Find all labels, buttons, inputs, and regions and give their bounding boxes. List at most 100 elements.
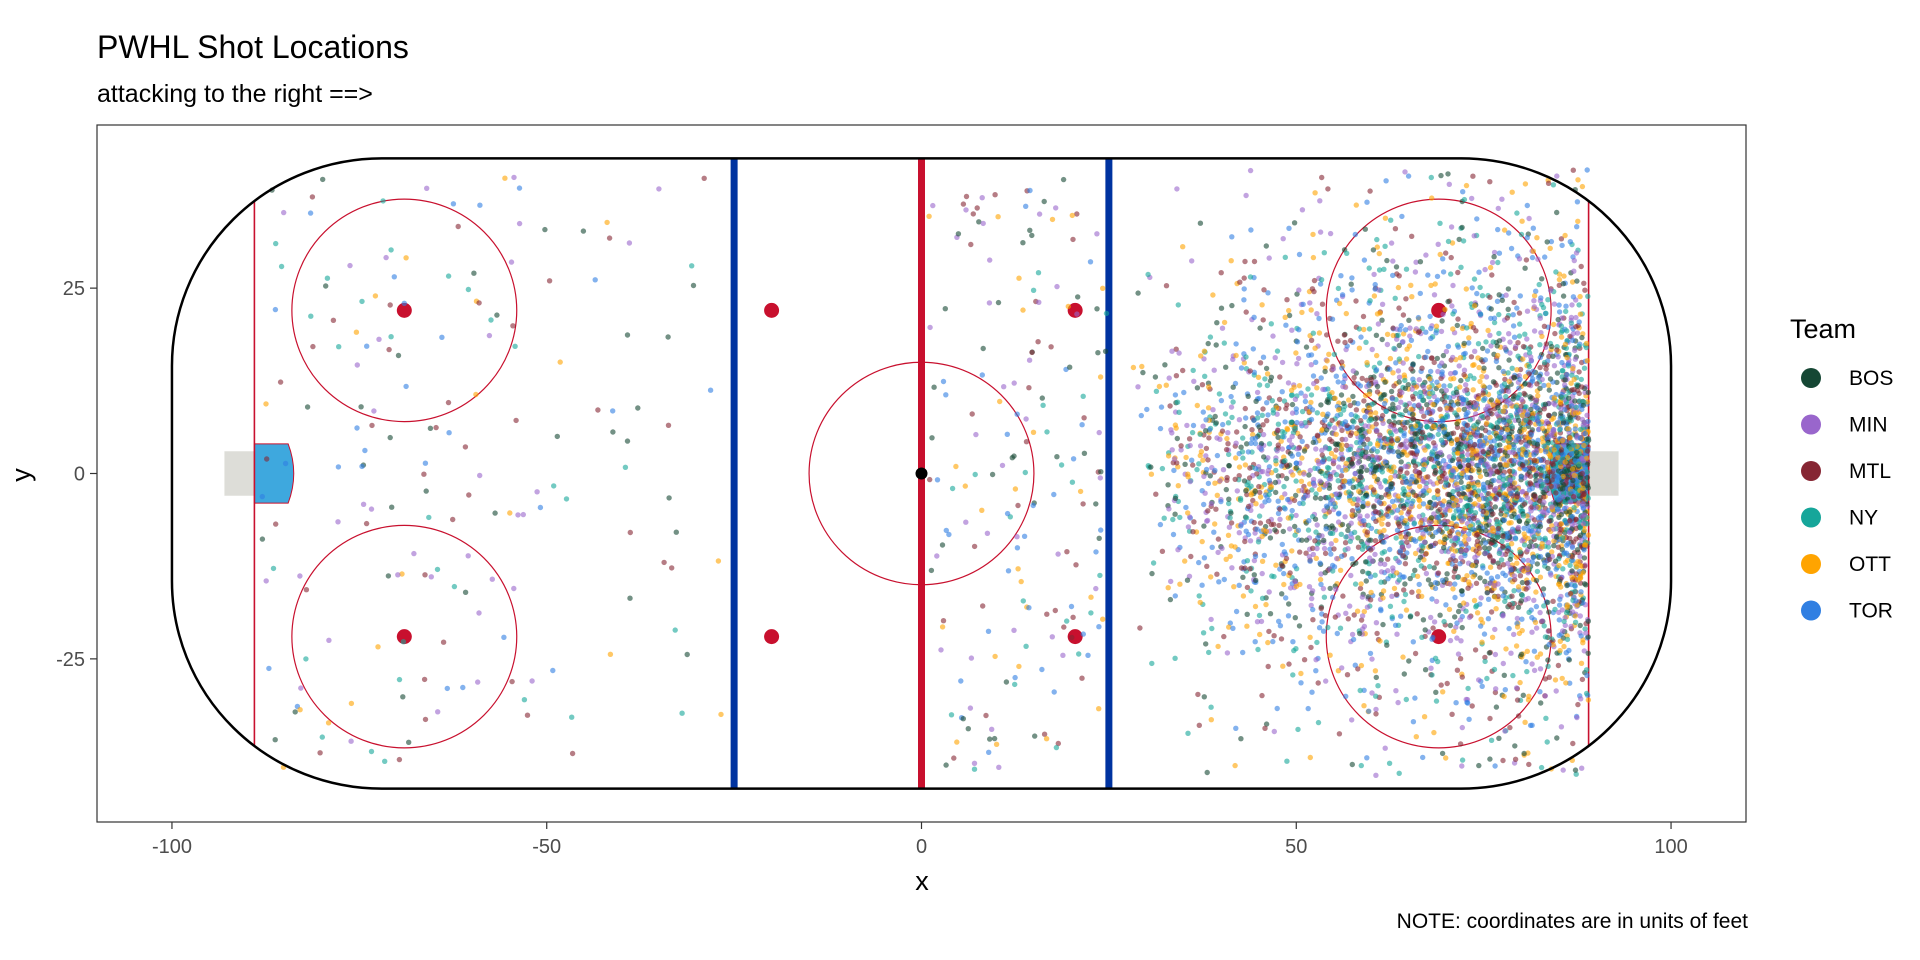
shot-point bbox=[1289, 433, 1295, 440]
shot-point bbox=[1484, 586, 1491, 592]
shot-point bbox=[1583, 340, 1590, 347]
shot-point bbox=[1189, 457, 1195, 463]
shot-point bbox=[1549, 549, 1555, 555]
shot-point bbox=[1367, 555, 1373, 561]
shot-point bbox=[1438, 478, 1444, 485]
shot-point bbox=[1229, 302, 1235, 309]
shot-point bbox=[1231, 584, 1237, 590]
shot-point bbox=[1323, 526, 1329, 532]
shot-point bbox=[1560, 628, 1566, 634]
shot-point bbox=[1391, 383, 1397, 389]
shot-point bbox=[1545, 540, 1552, 546]
shot-point bbox=[1162, 362, 1168, 368]
shot-point bbox=[1504, 427, 1511, 433]
shot-point bbox=[1480, 383, 1486, 389]
shot-point bbox=[1566, 647, 1572, 654]
shot-point bbox=[259, 536, 266, 542]
shot-point bbox=[1567, 562, 1573, 568]
shot-point bbox=[1189, 258, 1195, 264]
shot-point bbox=[1429, 355, 1435, 361]
shot-point bbox=[955, 231, 962, 237]
shot-point bbox=[1357, 630, 1363, 637]
shot-point bbox=[1461, 406, 1468, 412]
shot-point bbox=[1576, 343, 1582, 349]
shot-point bbox=[1495, 205, 1502, 212]
shot-point bbox=[1334, 630, 1341, 637]
shot-point bbox=[1439, 577, 1446, 583]
shot-point bbox=[1291, 384, 1297, 390]
shot-point bbox=[1321, 537, 1327, 544]
shot-point bbox=[1336, 464, 1342, 470]
shot-point bbox=[1390, 370, 1396, 376]
shot-point bbox=[1096, 535, 1102, 541]
shot-point bbox=[1210, 292, 1216, 298]
shot-point bbox=[1191, 378, 1197, 384]
shot-point bbox=[1333, 431, 1339, 437]
shot-point bbox=[986, 300, 993, 306]
shot-point bbox=[1516, 310, 1523, 316]
shot-point bbox=[1577, 622, 1583, 629]
shot-point bbox=[1240, 574, 1246, 580]
shot-point bbox=[1517, 549, 1523, 555]
shot-point bbox=[1301, 657, 1308, 663]
shot-point bbox=[1452, 370, 1459, 376]
shot-point bbox=[272, 306, 279, 313]
shot-point bbox=[1016, 275, 1022, 281]
shot-point bbox=[1452, 614, 1458, 620]
shot-point bbox=[1242, 405, 1249, 412]
shot-point bbox=[1531, 298, 1537, 304]
shot-point bbox=[1426, 530, 1432, 536]
shot-point bbox=[1557, 647, 1563, 654]
shot-point bbox=[282, 460, 289, 467]
shot-point bbox=[1335, 519, 1342, 525]
shot-point bbox=[1568, 314, 1575, 321]
shot-point bbox=[1229, 234, 1235, 240]
shot-point bbox=[1411, 537, 1417, 543]
shot-point bbox=[1283, 322, 1289, 328]
shot-point bbox=[1581, 555, 1588, 561]
shot-point bbox=[1309, 588, 1316, 594]
shot-point bbox=[1526, 215, 1532, 222]
shot-point bbox=[281, 209, 287, 216]
shot-point bbox=[1487, 332, 1493, 338]
shot-point bbox=[424, 185, 430, 191]
shot-point bbox=[1378, 569, 1385, 575]
shot-point bbox=[1314, 522, 1320, 528]
shot-point bbox=[1241, 297, 1247, 303]
shot-point bbox=[1409, 294, 1415, 300]
shot-point bbox=[1532, 619, 1539, 626]
shot-point bbox=[1448, 406, 1454, 413]
shot-point bbox=[1364, 529, 1371, 535]
shot-point bbox=[1500, 368, 1507, 375]
shot-point bbox=[1343, 467, 1349, 473]
shot-point bbox=[1426, 436, 1432, 442]
shot-point bbox=[1228, 510, 1234, 516]
shot-point bbox=[1014, 534, 1020, 540]
shot-point bbox=[1560, 368, 1566, 374]
shot-point bbox=[1548, 238, 1555, 245]
shot-point bbox=[360, 501, 367, 507]
shot-point bbox=[1200, 457, 1206, 463]
shot-point bbox=[1382, 243, 1388, 249]
shot-point bbox=[1520, 343, 1527, 350]
shot-point bbox=[428, 574, 434, 580]
shot-point bbox=[1585, 697, 1592, 703]
shot-point bbox=[389, 504, 395, 510]
shot-point bbox=[1572, 347, 1578, 354]
shot-point bbox=[1333, 447, 1339, 453]
shot-point bbox=[1296, 327, 1302, 333]
shot-point bbox=[1410, 416, 1416, 422]
shot-point bbox=[1495, 525, 1502, 532]
shot-point bbox=[1482, 545, 1488, 551]
shot-point bbox=[1252, 639, 1258, 645]
shot-point bbox=[1026, 605, 1032, 611]
shot-point bbox=[1574, 330, 1581, 336]
shot-point bbox=[1267, 535, 1274, 541]
shot-point bbox=[1456, 491, 1462, 497]
shot-point bbox=[1530, 554, 1537, 561]
shot-point bbox=[1219, 545, 1225, 552]
shot-point bbox=[1333, 537, 1339, 544]
shot-point bbox=[1247, 566, 1253, 572]
shot-point bbox=[1323, 473, 1329, 479]
shot-point bbox=[1380, 420, 1386, 427]
